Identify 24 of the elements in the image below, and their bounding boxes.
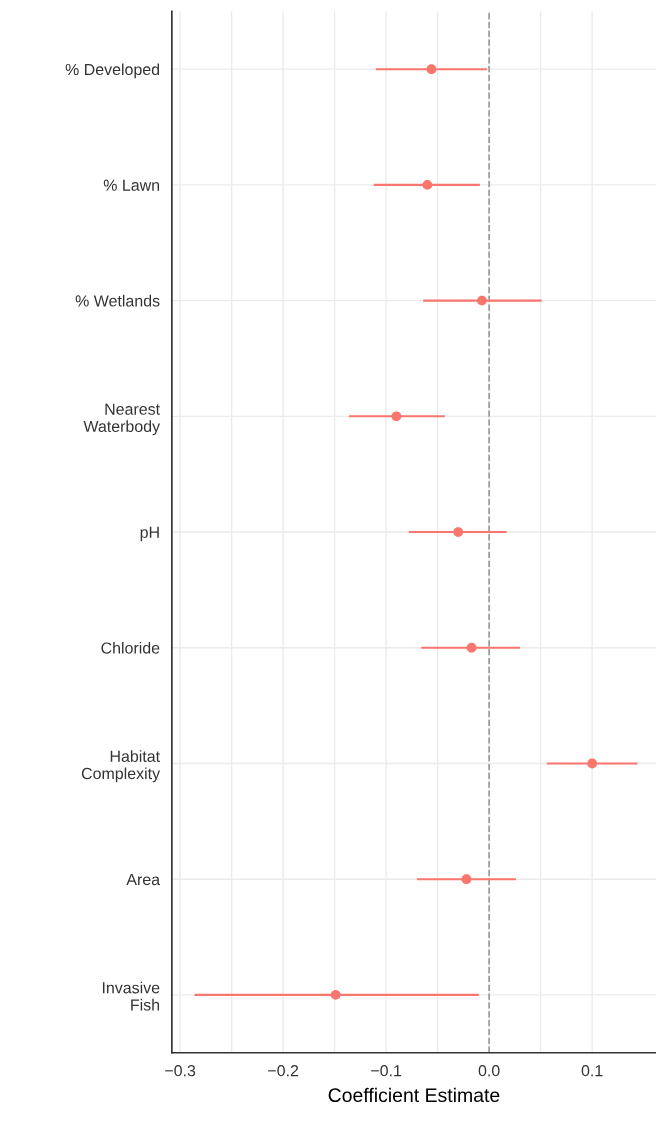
point bbox=[422, 179, 433, 190]
point bbox=[466, 642, 477, 653]
x-tick-label: 0.1 bbox=[581, 1064, 603, 1077]
x-tick-label: −0.3 bbox=[165, 1064, 196, 1077]
point bbox=[477, 295, 487, 306]
y-tick-label: % Lawn bbox=[103, 179, 160, 191]
point bbox=[587, 758, 598, 769]
x-tick-label: −0.1 bbox=[371, 1064, 402, 1077]
point bbox=[453, 527, 464, 537]
x-tick-label: 0.0 bbox=[478, 1064, 500, 1077]
y-tick-label: Chloride bbox=[101, 641, 160, 654]
point bbox=[391, 411, 402, 422]
y-tick-label: Invasive Fish bbox=[102, 981, 160, 1011]
y-tick-label: % Developed bbox=[65, 63, 160, 79]
x-axis-title: Coefficient Estimate bbox=[328, 1087, 500, 1103]
x-tick-label: −0.2 bbox=[268, 1064, 299, 1077]
y-tick-label: Habitat Complexity bbox=[81, 750, 161, 783]
point bbox=[461, 874, 472, 885]
y-tick-label: Area bbox=[126, 873, 161, 886]
y-tick-label: Nearest Waterbody bbox=[83, 403, 161, 436]
point bbox=[330, 989, 341, 1000]
y-tick-label: pH bbox=[140, 526, 159, 542]
point bbox=[426, 64, 437, 75]
y-tick-label: % Wetlands bbox=[75, 294, 160, 307]
